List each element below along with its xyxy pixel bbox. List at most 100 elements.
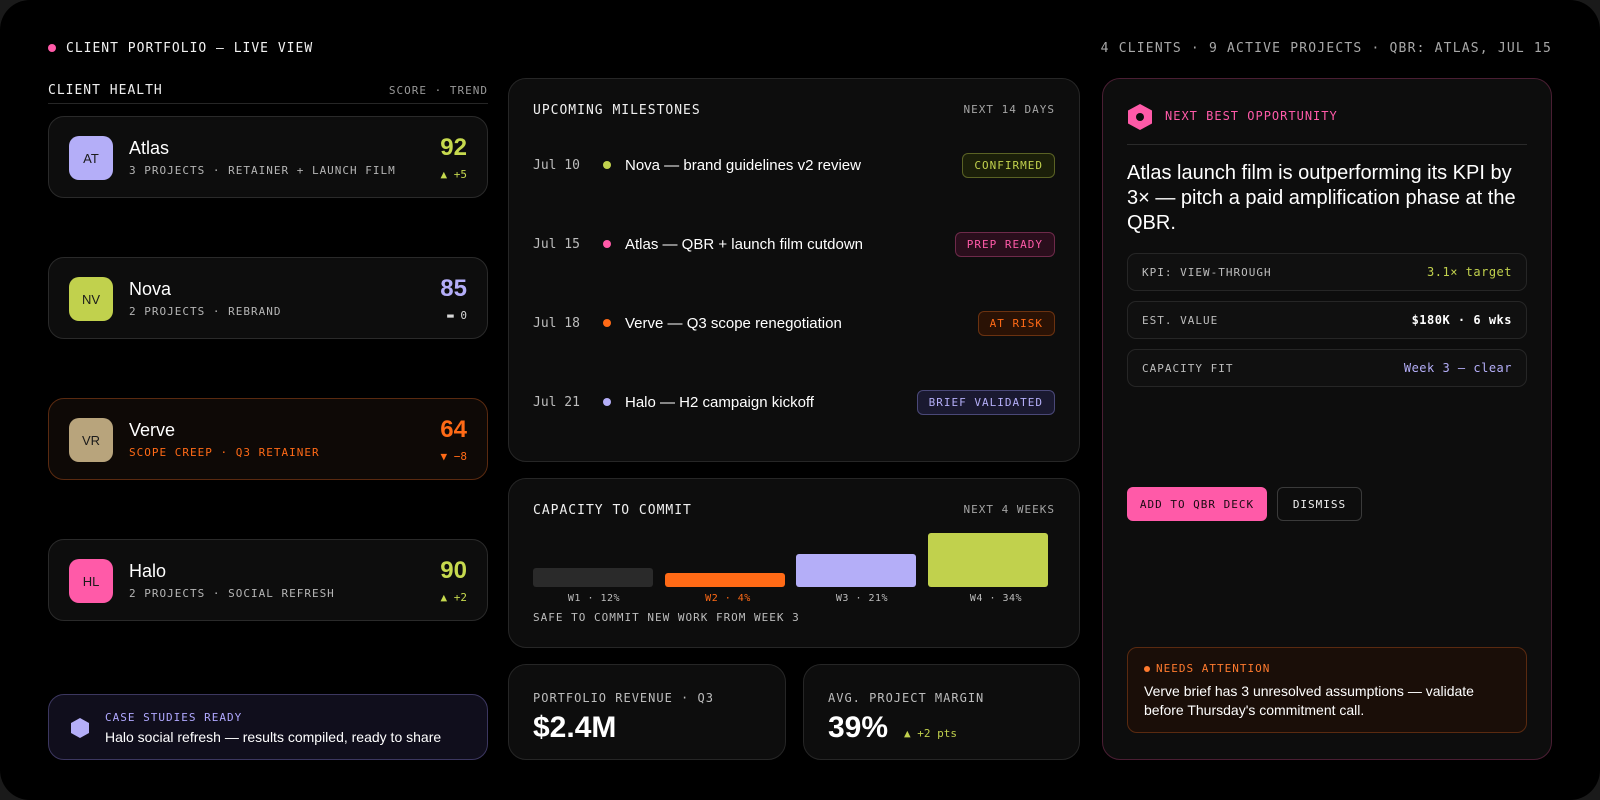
status-dot-icon <box>603 161 611 169</box>
status-badge: CONFIRMED <box>962 152 1055 178</box>
alert-dot-icon <box>1144 665 1150 672</box>
status-badge: AT RISK <box>977 310 1055 336</box>
needs-attention-alert[interactable]: NEEDS ATTENTION Verve brief has 3 unreso… <box>1127 647 1527 733</box>
capacity-bar-w1 <box>533 568 653 587</box>
milestone-row[interactable]: Jul 21 Halo — H2 campaign kickoff BRIEF … <box>533 389 1055 415</box>
milestone-date: Jul 21 <box>533 394 580 410</box>
milestones-title: UPCOMING MILESTONES <box>533 103 701 118</box>
opportunity-row: CAPACITY FIT Week 3 — clear <box>1127 349 1527 387</box>
capacity-label-w3: W3 · 21% <box>835 593 889 604</box>
client-detail: 2 PROJECTS · SOCIAL REFRESH <box>129 587 335 600</box>
milestone-label: Halo — H2 campaign kickoff <box>625 393 814 411</box>
client-health-column: CLIENT HEALTH SCORE · TREND AT Atlas 3 P… <box>48 78 488 621</box>
client-trend: ▼ −8 <box>440 450 468 463</box>
client-detail: 2 PROJECTS · REBRAND <box>129 305 282 318</box>
live-indicator-icon <box>48 44 56 52</box>
avatar: AT <box>69 136 113 180</box>
capacity-panel: CAPACITY TO COMMIT NEXT 4 WEEKS W1 · 12%… <box>508 478 1080 648</box>
opportunity-row-value: 3.1× target <box>1427 265 1512 279</box>
capacity-bar-w3 <box>796 554 916 587</box>
page-title: CLIENT PORTFOLIO — LIVE VIEW <box>66 40 314 56</box>
needs-attention-title: NEEDS ATTENTION <box>1156 662 1271 675</box>
capacity-bar-w2 <box>664 573 785 587</box>
milestone-date: Jul 15 <box>533 236 580 252</box>
milestone-date: Jul 10 <box>533 157 580 173</box>
status-dot-icon <box>603 398 611 406</box>
dismiss-button[interactable]: DISMISS <box>1277 487 1362 521</box>
client-card-verve[interactable]: VR Verve SCOPE CREEP · Q3 RETAINER 64 ▼ … <box>48 398 488 480</box>
case-studies-text: Halo social refresh — results compiled, … <box>105 729 442 745</box>
milestones-range: NEXT 14 DAYS <box>963 103 1055 116</box>
client-detail: SCOPE CREEP · Q3 RETAINER <box>129 446 320 459</box>
case-studies-card[interactable]: CASE STUDIES READY Halo social refresh —… <box>48 694 488 760</box>
client-name: Nova <box>129 279 172 299</box>
top-bar: CLIENT PORTFOLIO — LIVE VIEW 4 CLIENTS ·… <box>48 38 1552 58</box>
needs-attention-text: Verve brief has 3 unresolved assumptions… <box>1144 683 1474 718</box>
margin-card: AVG. PROJECT MARGIN 39% ▲ +2 pts <box>803 664 1080 760</box>
client-name: Verve <box>129 420 176 440</box>
case-studies-title: CASE STUDIES READY <box>105 711 243 724</box>
milestone-date: Jul 18 <box>533 315 580 331</box>
opportunity-row: KPI: VIEW-THROUGH 3.1× target <box>1127 253 1527 291</box>
capacity-label-w1: W1 · 12% <box>567 593 621 604</box>
client-trend: ▬ 0 <box>447 309 467 322</box>
opportunity-header: NEXT BEST OPPORTUNITY <box>1127 103 1527 145</box>
opportunity-row-key: EST. VALUE <box>1142 313 1219 327</box>
add-to-qbr-deck-button[interactable]: ADD TO QBR DECK <box>1127 487 1267 521</box>
milestone-row[interactable]: Jul 10 Nova — brand guidelines v2 review… <box>533 152 1055 178</box>
capacity-bar-w4 <box>927 533 1048 587</box>
client-health-subtitle: SCORE · TREND <box>388 84 488 97</box>
portfolio-summary: 4 CLIENTS · 9 ACTIVE PROJECTS · QBR: ATL… <box>1100 40 1552 56</box>
milestone-label: Verve — Q3 scope renegotiation <box>625 314 842 332</box>
status-dot-icon <box>603 319 611 327</box>
capacity-label-w2: W2 · 4% <box>705 593 751 604</box>
capacity-title: CAPACITY TO COMMIT <box>533 503 692 518</box>
opportunity-row: EST. VALUE $180K · 6 wks <box>1127 301 1527 339</box>
client-score: 64 <box>440 416 467 443</box>
avatar: VR <box>69 418 113 462</box>
client-health-title: CLIENT HEALTH <box>48 83 163 98</box>
status-badge: PREP READY <box>954 231 1055 257</box>
client-trend: ▲ +2 <box>440 591 468 604</box>
milestone-row[interactable]: Jul 18 Verve — Q3 scope renegotiation AT… <box>533 310 1055 336</box>
revenue-label: PORTFOLIO REVENUE · Q3 <box>533 691 714 705</box>
hexagon-icon <box>71 718 89 738</box>
client-name: Atlas <box>129 138 170 158</box>
opportunity-row-key: KPI: VIEW-THROUGH <box>1142 265 1272 279</box>
margin-delta: ▲ +2 pts <box>904 727 957 740</box>
opportunity-row-value: $180K · 6 wks <box>1411 313 1512 327</box>
client-detail: 3 PROJECTS · RETAINER + LAUNCH FILM <box>129 164 396 177</box>
needs-attention-header: NEEDS ATTENTION <box>1144 662 1270 675</box>
client-card-atlas[interactable]: AT Atlas 3 PROJECTS · RETAINER + LAUNCH … <box>48 116 488 198</box>
milestones-panel: UPCOMING MILESTONES NEXT 14 DAYS Jul 10 … <box>508 78 1080 462</box>
client-name: Halo <box>129 561 167 581</box>
status-badge: BRIEF VALIDATED <box>916 389 1055 415</box>
client-health-header: CLIENT HEALTH SCORE · TREND <box>48 78 488 104</box>
capacity-label-w4: W4 · 34% <box>969 593 1023 604</box>
opportunity-text: Atlas launch film is outperforming its K… <box>1127 162 1516 234</box>
margin-value: 39% <box>828 711 889 744</box>
avatar: HL <box>69 559 113 603</box>
capacity-range: NEXT 4 WEEKS <box>963 503 1055 516</box>
client-card-nova[interactable]: NV Nova 2 PROJECTS · REBRAND 85 ▬ 0 <box>48 257 488 339</box>
capacity-note: SAFE TO COMMIT NEW WORK FROM WEEK 3 <box>533 611 800 624</box>
opportunity-row-value: Week 3 — clear <box>1403 361 1512 375</box>
milestone-label: Atlas — QBR + launch film cutdown <box>625 235 864 253</box>
opportunity-label: NEXT BEST OPPORTUNITY <box>1165 109 1338 123</box>
client-trend: ▲ +5 <box>440 168 468 181</box>
hexagon-icon <box>1128 104 1152 130</box>
status-dot-icon <box>603 240 611 248</box>
capacity-bars <box>533 527 1055 587</box>
opportunity-row-key: CAPACITY FIT <box>1142 361 1234 375</box>
top-bar-left: CLIENT PORTFOLIO — LIVE VIEW <box>48 41 313 56</box>
client-card-halo[interactable]: HL Halo 2 PROJECTS · SOCIAL REFRESH 90 ▲… <box>48 539 488 621</box>
opportunity-panel: NEXT BEST OPPORTUNITY Atlas launch film … <box>1102 78 1552 760</box>
milestone-label: Nova — brand guidelines v2 review <box>625 156 861 174</box>
revenue-card: PORTFOLIO REVENUE · Q3 $2.4M <box>508 664 786 760</box>
client-score: 90 <box>440 557 467 584</box>
margin-label: AVG. PROJECT MARGIN <box>828 691 985 705</box>
milestone-row[interactable]: Jul 15 Atlas — QBR + launch film cutdown… <box>533 231 1055 257</box>
client-score: 92 <box>440 134 467 161</box>
revenue-value: $2.4M <box>533 711 617 744</box>
